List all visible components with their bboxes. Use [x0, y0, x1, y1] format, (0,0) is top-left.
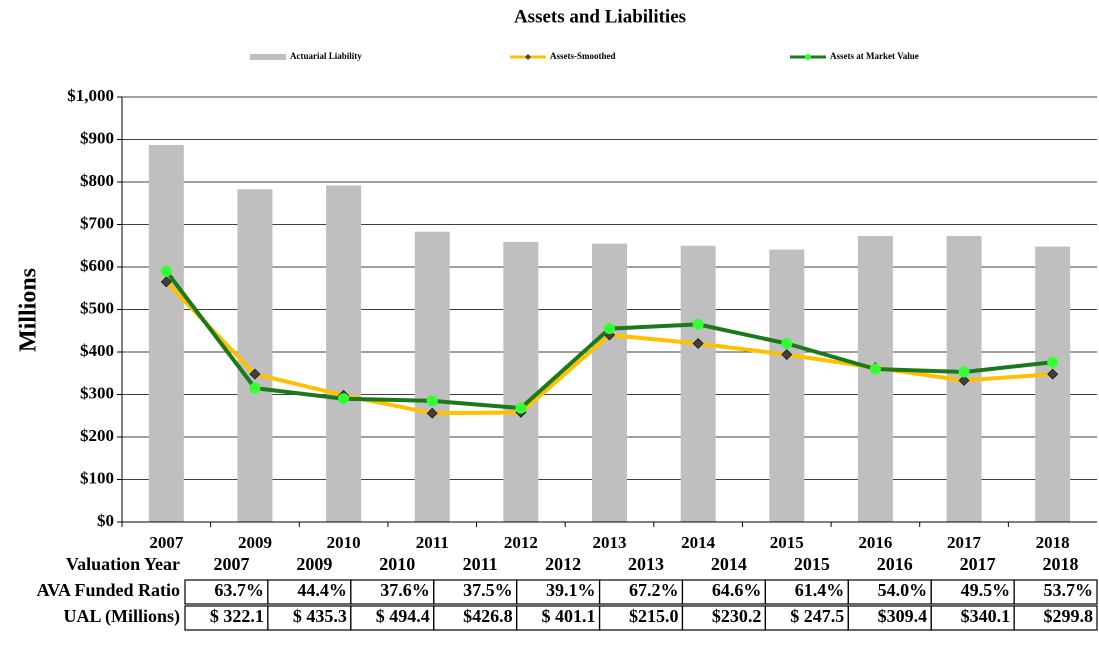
x-tick-label: 2016 — [858, 533, 892, 552]
legend-label: Assets-Smoothed — [550, 51, 616, 61]
table-value: 37.5% — [463, 580, 513, 600]
table-row-label: UAL (Millions) — [63, 606, 180, 627]
table-value: 53.7% — [1044, 580, 1094, 600]
table-value: 64.6% — [712, 580, 762, 600]
y-tick-label: $100 — [80, 468, 114, 487]
table-value: $340.1 — [961, 606, 1011, 626]
table-year: 2016 — [877, 554, 913, 574]
table-value: 49.5% — [961, 580, 1011, 600]
table-year: 2018 — [1043, 554, 1079, 574]
x-tick-label: 2015 — [770, 533, 804, 552]
data-point — [604, 323, 615, 335]
data-point — [160, 276, 172, 288]
bar — [326, 185, 362, 522]
y-tick-label: $600 — [80, 256, 114, 275]
table-value: 37.6% — [380, 580, 430, 600]
table-value: 67.2% — [629, 580, 679, 600]
x-tick-label: 2017 — [947, 533, 982, 552]
y-tick-label: $200 — [80, 426, 114, 445]
legend-label: Actuarial Liability — [290, 51, 362, 61]
bar — [592, 243, 627, 522]
table-value: 54.0% — [878, 580, 928, 600]
data-point — [249, 382, 261, 394]
table-year: 2014 — [711, 554, 747, 574]
table-value: $309.4 — [878, 606, 928, 626]
table-year: 2009 — [296, 554, 332, 574]
table-value: $230.2 — [712, 606, 762, 626]
table-value: 44.4% — [297, 580, 347, 600]
chart-title: Assets and Liabilities — [514, 6, 686, 27]
x-tick-label: 2010 — [327, 533, 361, 552]
legend-swatch — [250, 54, 286, 60]
bar — [237, 189, 273, 522]
table-cell — [1013, 579, 1098, 605]
data-point — [781, 338, 793, 349]
table-year: 2007 — [213, 554, 249, 574]
bar — [1035, 246, 1071, 522]
data-point — [869, 363, 881, 375]
table-cell — [1013, 605, 1098, 631]
y-tick-label: $400 — [80, 341, 114, 360]
data-point — [1047, 368, 1059, 380]
data-point — [426, 407, 438, 419]
bar — [503, 241, 539, 523]
data-point — [515, 402, 527, 414]
bar — [680, 245, 716, 522]
y-tick-label: $300 — [80, 383, 114, 402]
x-tick-label: 2011 — [416, 533, 449, 552]
table-value: 39.1% — [546, 580, 596, 600]
data-point — [781, 349, 793, 360]
table-value: $ 494.4 — [376, 606, 430, 626]
table-year: 2012 — [545, 554, 581, 574]
x-tick-label: 2012 — [504, 533, 538, 552]
y-tick-label: $800 — [80, 171, 114, 190]
data-point — [338, 393, 350, 405]
legend-marker — [525, 54, 531, 60]
data-point — [958, 366, 970, 378]
table-year: 2015 — [794, 554, 830, 574]
x-tick-label: 2014 — [681, 533, 716, 552]
legend-marker — [805, 54, 811, 60]
bar — [857, 235, 893, 522]
x-tick-label: 2007 — [149, 533, 184, 552]
x-tick-label: 2018 — [1036, 533, 1070, 552]
table-value: $426.8 — [463, 606, 513, 626]
table-value: $ 435.3 — [293, 606, 347, 626]
data-point — [692, 318, 704, 330]
table-header: Valuation Year — [66, 554, 180, 574]
table-year: 2011 — [463, 554, 498, 574]
y-tick-label: $1,000 — [67, 86, 114, 105]
data-point — [160, 265, 172, 277]
data-point — [692, 338, 704, 349]
y-tick-label: $0 — [97, 511, 114, 530]
data-point — [249, 368, 261, 380]
table-year: 2013 — [628, 554, 664, 574]
bar — [769, 249, 805, 522]
data-point — [426, 395, 438, 407]
legend-label: Assets at Market Value — [830, 51, 919, 61]
y-tick-label: $900 — [80, 128, 114, 147]
table-value: 61.4% — [795, 580, 845, 600]
bar — [414, 231, 450, 522]
table-year: 2010 — [379, 554, 415, 574]
table-row-label: AVA Funded Ratio — [37, 580, 180, 600]
table-value: $ 247.5 — [790, 606, 844, 626]
y-tick-label: $500 — [80, 298, 114, 317]
table-value: $ 401.1 — [542, 606, 596, 626]
table-year: 2017 — [960, 554, 996, 574]
y-tick-label: $700 — [80, 213, 114, 232]
bar — [148, 145, 184, 522]
data-point — [1047, 356, 1059, 368]
table-value: $299.8 — [1044, 606, 1094, 626]
table-value: $ 322.1 — [210, 606, 264, 626]
table-value: $215.0 — [629, 606, 679, 626]
data-point — [958, 375, 970, 386]
x-tick-label: 2013 — [593, 533, 627, 552]
x-tick-label: 2009 — [238, 533, 272, 552]
y-axis-label: Millions — [16, 268, 42, 352]
table-value: 63.7% — [214, 580, 264, 600]
